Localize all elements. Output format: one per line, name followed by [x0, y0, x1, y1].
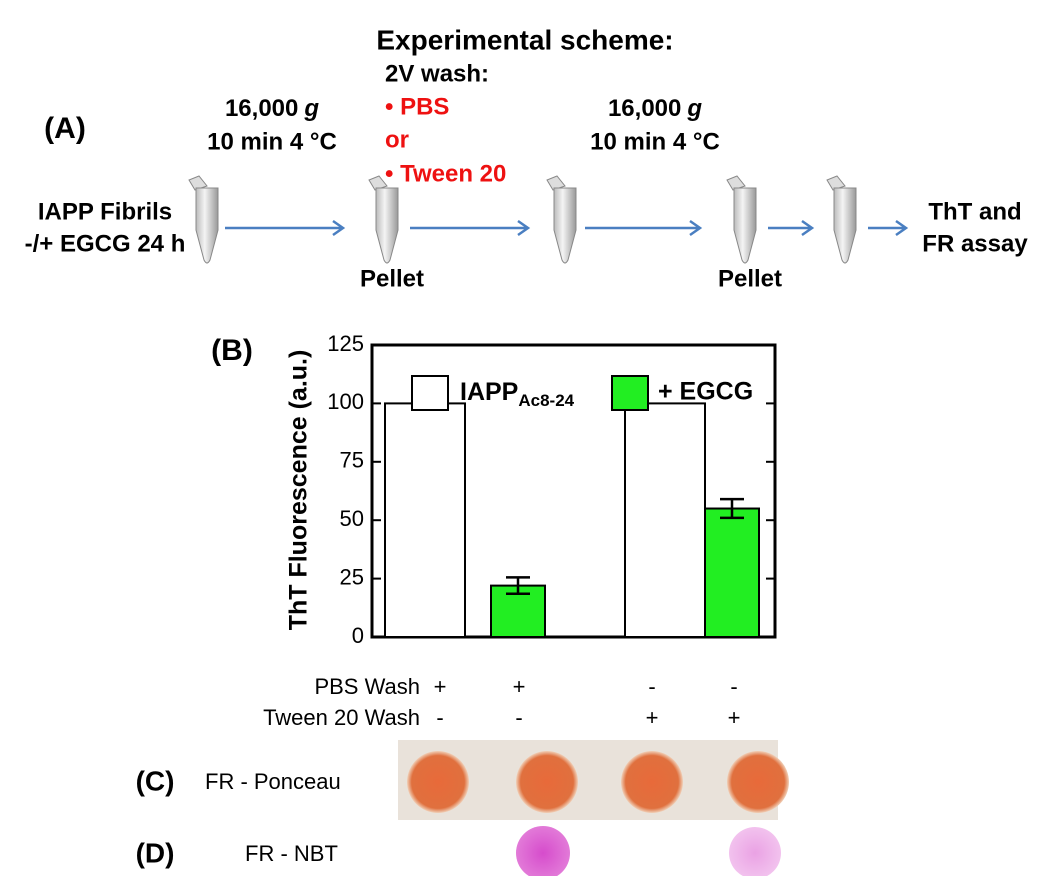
- condition-sign: -: [436, 705, 443, 730]
- error-bar: [720, 497, 744, 520]
- y-tick-label: 75: [340, 448, 364, 473]
- panel-label: (A): [44, 112, 86, 145]
- pellet-label: Pellet: [360, 265, 424, 292]
- spin-conditions: 10 min 4 °C: [590, 128, 720, 155]
- wash-option: • PBS: [385, 93, 449, 120]
- pellet-label: Pellet: [718, 265, 782, 292]
- legend-label: IAPPAc8-24: [460, 378, 575, 411]
- legend-swatch: [411, 375, 449, 411]
- wash-option: or: [385, 126, 409, 153]
- bar: [384, 402, 466, 638]
- condition-sign: +: [728, 705, 741, 730]
- panel-label: (D): [136, 837, 175, 868]
- panel-label: (B): [211, 334, 253, 367]
- wash-option: • Tween 20: [385, 160, 506, 187]
- panel-text: FR - NBT: [245, 841, 338, 866]
- bar: [704, 507, 760, 638]
- y-tick-label: 100: [327, 389, 364, 414]
- bar: [624, 402, 706, 638]
- y-tick-label: 25: [340, 564, 364, 589]
- spin-speed: 16,000 g: [225, 95, 319, 122]
- legend-swatch: [611, 375, 649, 411]
- figure-title: Experimental scheme:: [376, 24, 673, 55]
- y-axis-label: ThT Fluorescence (a.u.): [285, 350, 313, 631]
- end-label: FR assay: [922, 230, 1028, 257]
- end-label: ThT and: [928, 198, 1021, 225]
- arrows: [225, 219, 909, 237]
- ponceau-dots: [407, 751, 789, 813]
- condition-sign: +: [513, 674, 526, 699]
- condition-sign: -: [515, 705, 522, 730]
- condition-sign: +: [434, 674, 447, 699]
- condition-label: Tween 20 Wash: [263, 705, 420, 730]
- error-bar: [506, 576, 530, 596]
- y-tick-label: 0: [352, 623, 364, 648]
- spin-conditions: 10 min 4 °C: [207, 128, 337, 155]
- condition-sign: -: [648, 674, 655, 699]
- panel-label: (C): [136, 765, 175, 796]
- wash-heading: 2V wash:: [385, 60, 489, 87]
- y-tick-label: 125: [327, 331, 364, 356]
- start-label: IAPP Fibrils: [38, 198, 172, 225]
- condition-label: PBS Wash: [314, 674, 420, 699]
- condition-sign: -: [730, 674, 737, 699]
- panel-text: FR - Ponceau: [205, 769, 341, 794]
- spin-speed: 16,000 g: [608, 95, 702, 122]
- plot-frame: [370, 343, 777, 639]
- nbt-dots: [516, 826, 781, 876]
- y-tick-label: 50: [340, 506, 364, 531]
- condition-sign: +: [646, 705, 659, 730]
- start-label: -/+ EGCG 24 h: [25, 230, 186, 257]
- legend-label: + EGCG: [658, 378, 753, 406]
- tubes: [188, 175, 857, 264]
